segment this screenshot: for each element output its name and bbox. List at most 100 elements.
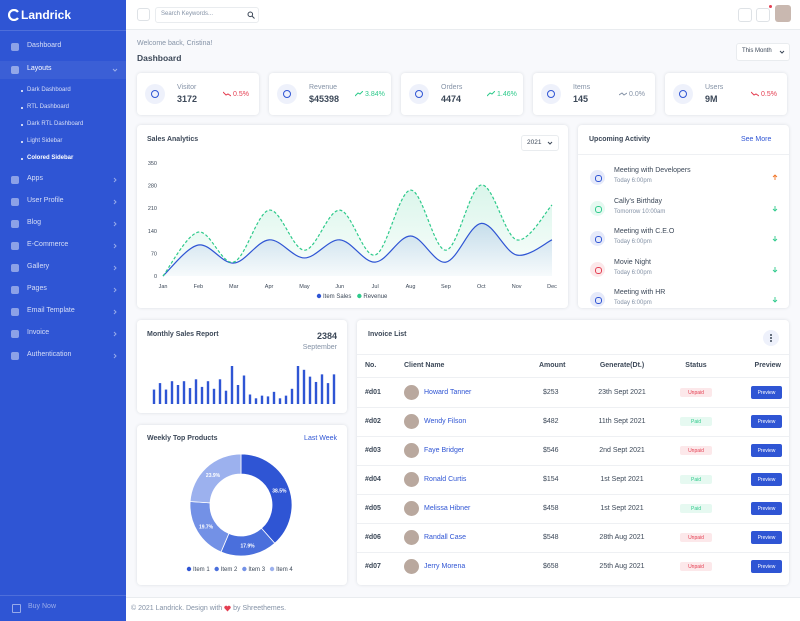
submenu-item[interactable]: Light Sidebar bbox=[0, 135, 126, 149]
activity-time: Today 6:00pm bbox=[614, 300, 652, 306]
search-box[interactable]: Search Keywords... bbox=[155, 7, 259, 23]
client-name[interactable]: Ronald Curtis bbox=[424, 476, 467, 483]
menu-item[interactable]: Invoice bbox=[0, 325, 126, 343]
card-link[interactable]: Last Week bbox=[304, 435, 337, 442]
legend-label: Item 1 bbox=[193, 567, 210, 573]
preview-button[interactable]: Preview bbox=[751, 415, 782, 428]
menu-item[interactable]: E-Commerce bbox=[0, 237, 126, 255]
preview-button[interactable]: Preview bbox=[751, 473, 782, 486]
notification-button[interactable] bbox=[756, 8, 770, 22]
x-tick-label: Aug bbox=[406, 284, 416, 290]
slice-label: 19.7% bbox=[199, 524, 214, 530]
preview-button[interactable]: Preview bbox=[751, 502, 782, 515]
submenu-item[interactable]: Dark Dashboard bbox=[0, 84, 126, 98]
activity-icon-glyph bbox=[595, 266, 602, 274]
client-avatar bbox=[404, 443, 419, 458]
menu-item[interactable]: Email Template bbox=[0, 303, 126, 321]
bar bbox=[290, 388, 294, 404]
chevron bbox=[113, 243, 117, 249]
status-text: Unpaid bbox=[688, 390, 704, 396]
activity-arrow bbox=[772, 266, 778, 273]
preview-label: Preview bbox=[757, 534, 776, 541]
activity-arrow bbox=[772, 236, 778, 242]
chevron-icon bbox=[112, 68, 118, 72]
activity-title: Movie Night bbox=[614, 258, 651, 266]
activity-icon-glyph bbox=[595, 175, 602, 182]
chevron bbox=[779, 50, 785, 54]
submenu-item[interactable]: Colored Sidebar bbox=[0, 152, 126, 166]
chevron bbox=[113, 287, 117, 293]
trend-line bbox=[487, 91, 495, 97]
client-name[interactable]: Wendy Filson bbox=[424, 418, 467, 425]
bar bbox=[170, 381, 174, 404]
menu-item[interactable]: Authentication bbox=[0, 347, 126, 365]
client-name[interactable]: Randall Case bbox=[424, 534, 467, 541]
bar bbox=[326, 383, 330, 404]
menu-item[interactable]: Pages bbox=[0, 281, 126, 299]
row-divider bbox=[357, 523, 789, 524]
status-badge: Unpaid bbox=[680, 388, 712, 397]
column-header: Client Name bbox=[404, 362, 445, 369]
header-divider bbox=[357, 377, 789, 378]
menu-toggle[interactable] bbox=[137, 8, 150, 21]
preview-label: Preview bbox=[757, 563, 776, 570]
row-divider bbox=[357, 552, 789, 553]
preview-button[interactable]: Preview bbox=[751, 560, 782, 573]
card-link[interactable]: See More bbox=[741, 136, 772, 143]
legend-marker bbox=[242, 566, 247, 572]
chevron-icon bbox=[113, 265, 117, 271]
column-header: No. bbox=[365, 362, 377, 369]
submenu-item[interactable]: RTL Dashboard bbox=[0, 101, 126, 115]
stat-card: Orders 4474 1.46% bbox=[401, 73, 523, 115]
y-tick-label: 280 bbox=[148, 184, 157, 190]
arrow bbox=[772, 174, 778, 180]
legend-marker bbox=[357, 293, 362, 299]
submenu-item[interactable]: Dark RTL Dashboard bbox=[0, 118, 126, 132]
card-divider bbox=[357, 354, 789, 355]
legend-label: Item 3 bbox=[248, 567, 265, 573]
menu-item[interactable]: Gallery bbox=[0, 259, 126, 277]
bar bbox=[152, 389, 156, 404]
bar bbox=[242, 375, 246, 404]
menu-item[interactable]: Dashboard bbox=[0, 38, 126, 56]
client-name[interactable]: Jerry Morena bbox=[424, 563, 466, 570]
row-divider bbox=[357, 407, 789, 408]
preview-button[interactable]: Preview bbox=[751, 531, 782, 544]
heart-icon bbox=[224, 605, 231, 612]
preview-button[interactable]: Preview bbox=[751, 444, 782, 457]
sidebar-divider bbox=[0, 30, 126, 31]
bar bbox=[332, 374, 336, 404]
user-avatar[interactable] bbox=[775, 5, 791, 22]
status-text: Unpaid bbox=[688, 564, 704, 570]
client-name[interactable]: Faye Bridger bbox=[424, 447, 465, 454]
client-name[interactable]: Howard Tanner bbox=[424, 389, 472, 396]
preview-button[interactable]: Preview bbox=[751, 386, 782, 399]
stat-card: Users 9M 0.5% bbox=[665, 73, 787, 115]
legend-label: Item 2 bbox=[221, 567, 238, 573]
preview-label: Preview bbox=[757, 447, 776, 454]
chevron-icon bbox=[113, 243, 117, 249]
search-placeholder: Search Keywords... bbox=[161, 11, 214, 17]
settings-button[interactable] bbox=[738, 8, 752, 22]
menu-item[interactable]: User Profile bbox=[0, 193, 126, 211]
stat-card: Visitor 3172 0.5% bbox=[137, 73, 259, 115]
menu-item[interactable]: Apps bbox=[0, 171, 126, 189]
buy-now[interactable]: Buy Now bbox=[28, 603, 57, 610]
menu-item[interactable]: Blog bbox=[0, 215, 126, 233]
status-text: Unpaid bbox=[688, 448, 704, 454]
bar bbox=[230, 366, 234, 404]
menu-item[interactable]: Layouts bbox=[0, 61, 126, 79]
slice-label: 23.9% bbox=[206, 473, 221, 479]
menu-label: Layouts bbox=[27, 65, 52, 72]
search-icon bbox=[247, 11, 255, 19]
activity-arrow bbox=[772, 297, 778, 303]
client-name[interactable]: Melissa Hibner bbox=[424, 505, 471, 512]
amount: $458 bbox=[543, 505, 559, 512]
stat-label: Items bbox=[573, 84, 591, 91]
invoice-number: #d04 bbox=[365, 476, 381, 483]
chevron-icon bbox=[113, 221, 117, 227]
year-dropdown[interactable]: 2021 bbox=[521, 135, 559, 151]
legend-label: Item 4 bbox=[276, 567, 293, 573]
period-dropdown[interactable]: This Month bbox=[736, 43, 790, 61]
more-button[interactable] bbox=[763, 330, 779, 346]
